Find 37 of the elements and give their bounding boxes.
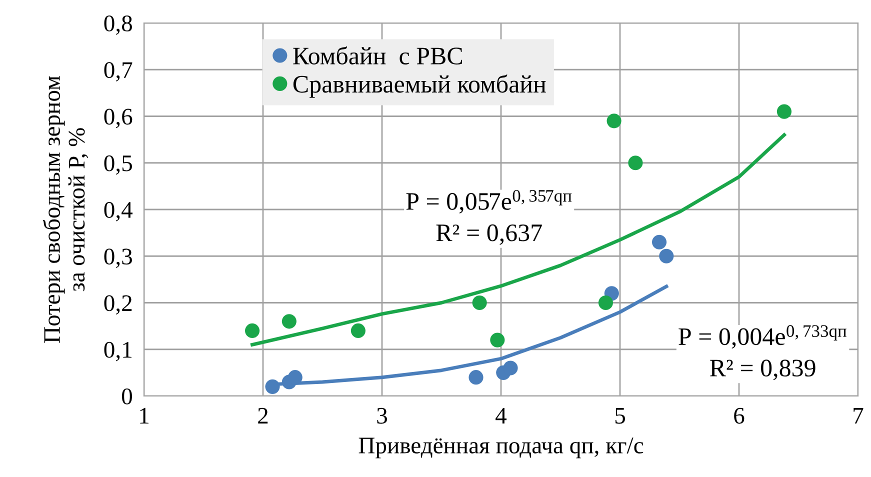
point — [652, 234, 667, 250]
annotation: P = 0,004e$^{0,733qп}$ R² = 0,839 — [678, 325, 846, 380]
legend-label: Комбайн с РВС — [293, 46, 462, 64]
y-tick-label: 0,2 — [104, 295, 132, 315]
annotation: P = 0,057e$^{0,357qп}$ R² = 0,637 — [406, 190, 572, 245]
y-tick-label: 0 — [122, 388, 132, 404]
y-tick-label: 0,7 — [104, 62, 132, 82]
x-axis-title: Приведённая подача qп, кг/с — [358, 438, 644, 458]
point — [282, 314, 296, 329]
point — [503, 360, 518, 376]
x-tick-label: 6 — [734, 408, 744, 424]
y-tick-label: 0,5 — [104, 155, 132, 175]
point — [472, 295, 487, 310]
point — [245, 323, 260, 338]
x-tick-label: 1 — [140, 408, 148, 424]
y-tick-label: 0,1 — [104, 342, 132, 362]
x-tick-label: 7 — [854, 408, 864, 424]
point — [265, 379, 280, 394]
y-axis-title: Потери свободным зерном за очисткой Р, % — [42, 76, 88, 343]
y-tick-label: 0,3 — [104, 248, 132, 268]
y-tick-label: 0,6 — [104, 108, 132, 128]
x-tick-label: 3 — [377, 408, 387, 424]
point — [598, 295, 614, 310]
legend-label: Сравниваемый комбайн — [293, 74, 546, 98]
point — [468, 370, 484, 385]
line-series — [250, 133, 786, 346]
x-tick-label: 5 — [615, 408, 625, 424]
point — [490, 332, 505, 348]
point — [776, 104, 792, 119]
point — [350, 323, 366, 338]
point — [606, 114, 622, 128]
point — [659, 248, 674, 264]
y-tick-label: 0,4 — [104, 202, 133, 222]
x-tick-label: 4 — [496, 408, 507, 424]
y-tick-label: 0,8 — [104, 15, 132, 35]
point — [628, 156, 643, 170]
x-tick-label: 2 — [258, 408, 268, 424]
